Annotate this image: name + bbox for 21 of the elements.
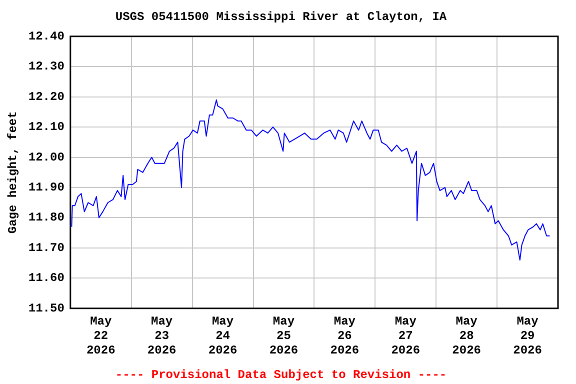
y-tick-label: 11.50 xyxy=(28,301,64,316)
chart-title: USGS 05411500 Mississippi River at Clayton, IA xyxy=(115,10,448,24)
y-tick-label: 12.30 xyxy=(28,60,64,74)
y-tick-label: 11.80 xyxy=(28,210,64,225)
x-tick-label: May 29 2026 xyxy=(513,314,542,358)
x-tick-label: May 25 2026 xyxy=(269,314,298,358)
y-tick-label: 12.10 xyxy=(28,120,64,134)
y-tick-label: 11.90 xyxy=(28,180,64,195)
text: ---- Provisional Data Subject to Revision ---- xyxy=(115,368,447,382)
y-tick-label: 11.60 xyxy=(28,271,64,286)
y-tick-label: 12.20 xyxy=(28,90,64,104)
y-axis-title: Gage height, feet xyxy=(6,111,20,234)
x-tick-label: May 26 2026 xyxy=(330,314,360,358)
y-tick-label: 11.70 xyxy=(28,240,64,255)
x-tick-label: May 23 2026 xyxy=(147,314,176,358)
x-tick-label: May 24 2026 xyxy=(208,314,238,358)
x-tick-label: May 22 2026 xyxy=(86,314,116,358)
y-tick-label: 12.40 xyxy=(28,29,64,44)
y-tick-label: 12.00 xyxy=(28,150,64,164)
x-tick-label: May 27 2026 xyxy=(391,314,420,358)
x-tick-label: May 28 2026 xyxy=(452,314,481,358)
